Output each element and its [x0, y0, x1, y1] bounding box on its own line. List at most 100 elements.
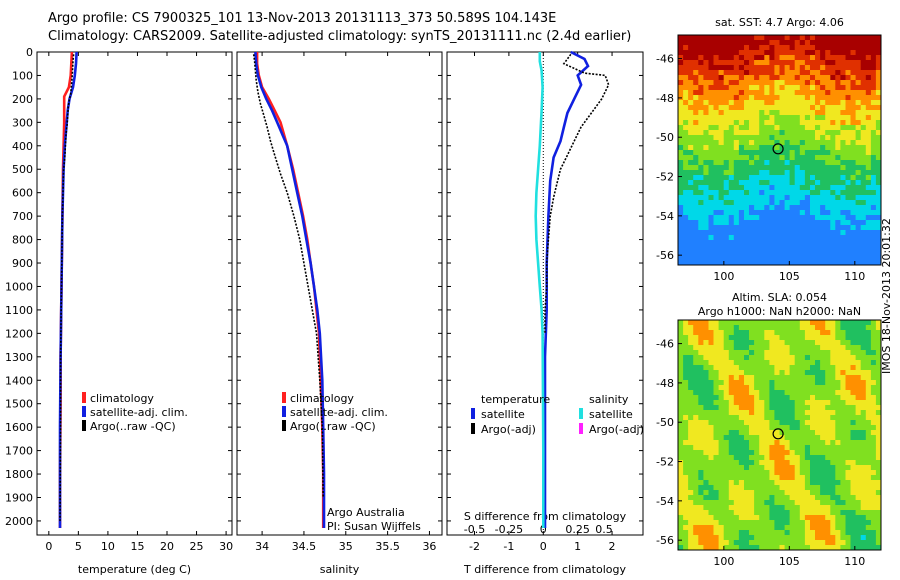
map-cell: [860, 140, 867, 146]
map-cell: [744, 110, 750, 116]
map-cell: [875, 505, 881, 511]
map-cell: [855, 455, 862, 461]
map-cell: [738, 185, 745, 191]
map-cell: [713, 195, 720, 201]
map-cell: [744, 520, 750, 526]
map-cell: [840, 515, 847, 521]
map-cell: [855, 170, 862, 176]
map-cell: [815, 205, 821, 211]
map-cell: [728, 420, 735, 426]
map-cell: [678, 245, 684, 251]
map-cell: [713, 370, 720, 376]
map-cell: [875, 375, 881, 381]
map-cell: [749, 435, 755, 441]
map-cell: [718, 340, 725, 346]
map-cell: [779, 520, 786, 526]
map-cell: [794, 450, 801, 456]
map-cell: [764, 495, 770, 501]
map-cell: [708, 190, 715, 196]
map-cell: [875, 185, 881, 191]
map-cell: [794, 330, 801, 336]
map-cell: [764, 385, 770, 391]
map-cell: [840, 400, 847, 406]
map-cell: [738, 380, 745, 386]
map-cell: [678, 190, 684, 196]
map-cell: [688, 490, 694, 496]
map-cell: [764, 395, 770, 401]
map-cell: [678, 405, 684, 411]
map-cell: [815, 455, 821, 461]
map-cell: [774, 150, 781, 156]
map-cell: [693, 530, 699, 536]
map-cell: [820, 460, 826, 466]
map-cell: [754, 135, 760, 141]
map-cell: [784, 525, 791, 531]
map-cell: [713, 390, 720, 396]
map-cell: [738, 340, 745, 346]
map-cell: [799, 415, 806, 421]
map-cell: [749, 430, 755, 436]
map-cell: [804, 470, 811, 476]
map-cell: [845, 395, 852, 401]
map-cell: [865, 510, 872, 516]
map-cell: [855, 135, 862, 141]
map-cell: [738, 485, 745, 491]
map-cell: [799, 235, 806, 241]
map-cell: [723, 445, 730, 451]
map-cell: [840, 510, 847, 516]
map-cell: [764, 335, 770, 341]
map-cell: [683, 125, 689, 131]
map-cell: [733, 460, 740, 466]
map-cell: [733, 205, 740, 211]
map-cell: [698, 180, 704, 186]
map-cell: [825, 430, 831, 436]
map-cell: [708, 400, 715, 406]
map-cell: [744, 245, 750, 251]
map-cell: [810, 120, 816, 126]
map-cell: [804, 260, 811, 265]
map-cell: [733, 215, 740, 221]
map-cell: [718, 65, 725, 71]
map-cell: [825, 210, 831, 216]
map-cell: [764, 45, 770, 51]
map-cell: [698, 495, 704, 501]
map-cell: [733, 260, 740, 265]
map-cell: [754, 105, 760, 111]
map-cell: [799, 375, 806, 381]
map-cell: [713, 340, 720, 346]
map-cell: [708, 85, 715, 91]
map-cell: [784, 370, 791, 376]
map-cell: [830, 120, 836, 126]
map-cell: [769, 35, 776, 41]
map-cell: [789, 190, 796, 196]
map-cell: [738, 50, 745, 56]
map-cell: [764, 200, 770, 206]
map-cell: [678, 500, 684, 506]
map-cell: [875, 100, 881, 106]
map-cell: [678, 515, 684, 521]
map-cell: [784, 60, 791, 66]
map-cell: [875, 40, 881, 46]
map-cell: [759, 120, 765, 126]
map-cell: [784, 160, 791, 166]
map-cell: [718, 475, 725, 481]
map-cell: [754, 530, 760, 536]
map-cell: [764, 150, 770, 156]
map-cell: [810, 205, 816, 211]
map-cell: [759, 485, 765, 491]
map-cell: [728, 80, 735, 86]
map-cell: [794, 440, 801, 446]
map-cell: [825, 470, 831, 476]
map-cell: [688, 330, 694, 336]
map-cell: [708, 535, 715, 541]
map-cell: [825, 420, 831, 426]
map-cell: [744, 370, 750, 376]
map-cell: [804, 35, 811, 41]
map-cell: [804, 170, 811, 176]
map-cell: [794, 250, 801, 256]
map-cell: [850, 220, 857, 226]
map-cell: [733, 330, 740, 336]
map-cell: [718, 180, 725, 186]
map-cell: [698, 40, 704, 46]
map-cell: [728, 335, 735, 341]
